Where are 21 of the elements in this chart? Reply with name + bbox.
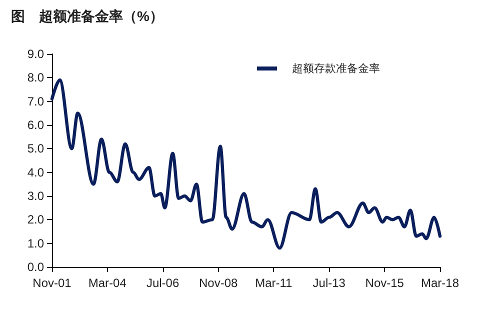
x-tick-label: Nov-15 bbox=[365, 276, 404, 290]
x-tick-label: Nov-01 bbox=[32, 276, 72, 290]
x-tick-label: Jul-06 bbox=[146, 276, 180, 290]
x-tick-label: Mar-04 bbox=[88, 276, 127, 290]
y-tick-label: 2.0 bbox=[27, 212, 44, 227]
x-tick-label: Jul-13 bbox=[312, 276, 346, 290]
line-series bbox=[50, 78, 442, 250]
y-tick-label: 4.0 bbox=[27, 165, 44, 180]
y-tick-label: 8.0 bbox=[27, 70, 44, 85]
y-tick-label: 3.0 bbox=[27, 189, 44, 203]
x-tick-label: Nov-08 bbox=[199, 276, 238, 290]
y-tick-label: 6.0 bbox=[27, 118, 44, 132]
y-tick-label: 5.0 bbox=[27, 142, 44, 156]
y-tick-label: 0.0 bbox=[27, 260, 44, 274]
y-tick-label: 9.0 bbox=[27, 47, 44, 61]
x-tick-label: Mar-18 bbox=[420, 276, 460, 290]
chart-title: 图 超额准备金率（%） bbox=[11, 8, 164, 24]
x-tick-label: Mar-11 bbox=[255, 276, 293, 290]
legend-label: 超额存款准备金率 bbox=[292, 62, 380, 75]
y-tick-label: 1.0 bbox=[27, 236, 44, 250]
y-tick-label: 7.0 bbox=[27, 94, 44, 108]
